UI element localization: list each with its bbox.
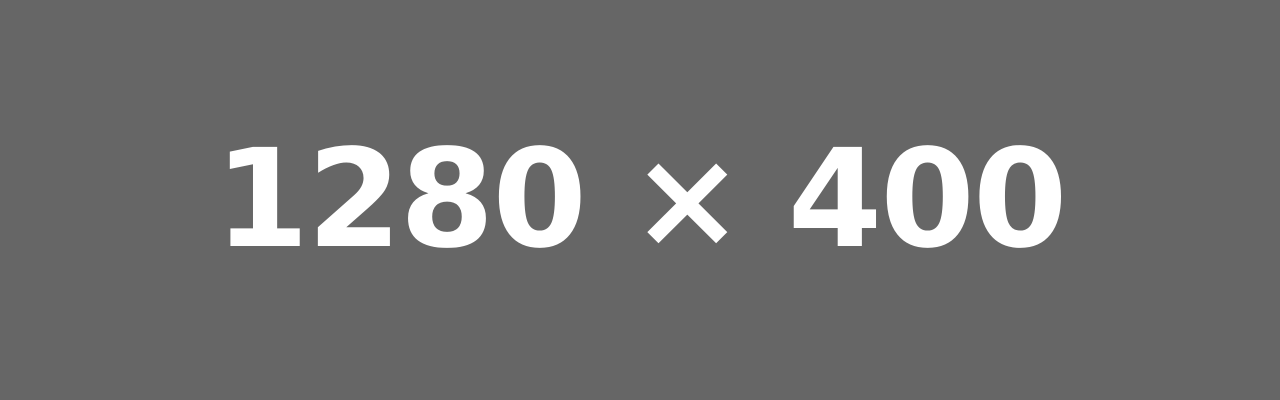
placeholder-dimensions-label: 1280 × 400 (214, 121, 1067, 279)
